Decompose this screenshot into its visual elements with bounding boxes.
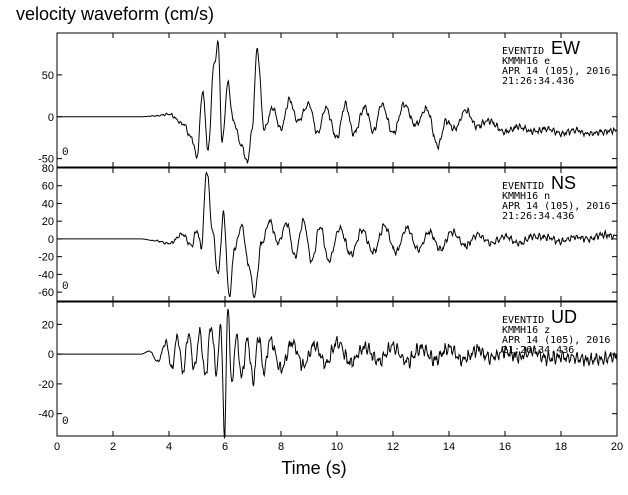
x-tick-label: 4 — [166, 441, 172, 453]
event-info-line: 21:26:34.436 — [502, 345, 574, 356]
y-tick-label: -20 — [38, 252, 54, 264]
y-tick-label: -20 — [38, 379, 54, 391]
event-info-line: 21:26:34.436 — [502, 76, 574, 87]
x-tick-label: 10 — [331, 441, 343, 453]
y-tick-label: -50 — [38, 154, 54, 166]
event-info-line: KMMH16 z — [502, 325, 550, 336]
y-tick-label: -40 — [38, 409, 54, 421]
y-tick-label: 50 — [42, 70, 54, 82]
y-tick-label: 0 — [48, 234, 54, 246]
event-info-line: APR 14 (105), 2016 — [502, 201, 610, 212]
x-tick-label: 12 — [387, 441, 399, 453]
y-tick-label: 20 — [42, 216, 54, 228]
chart-title: velocity waveform (cm/s) — [16, 4, 215, 24]
event-info-line: 21:26:34.436 — [502, 211, 574, 222]
waveform-ew — [57, 39, 618, 164]
zero-marker: 0 — [62, 147, 69, 159]
y-tick-label: 40 — [42, 198, 54, 210]
x-axis-label: Time (s) — [281, 458, 347, 478]
event-info-line: KMMH16 n — [502, 191, 550, 202]
x-tick-label: 8 — [278, 441, 284, 453]
y-tick-label: 60 — [42, 181, 54, 193]
y-tick-label: -40 — [38, 269, 54, 281]
x-tick-label: 20 — [611, 441, 623, 453]
waveform-ns — [57, 171, 618, 299]
event-info-line: EVENTID — [502, 46, 544, 57]
x-tick-label: 2 — [110, 441, 116, 453]
event-info-line: EVENTID — [502, 181, 544, 192]
event-info-line: KMMH16 e — [502, 56, 550, 67]
y-tick-label: 80 — [42, 163, 54, 175]
y-tick-label: 0 — [48, 349, 54, 361]
waveform-ud — [57, 308, 618, 439]
x-tick-label: 6 — [222, 441, 228, 453]
component-label-ns: NS — [551, 173, 576, 193]
event-info-line: EVENTID — [502, 315, 544, 326]
event-info-line: APR 14 (105), 2016 — [502, 335, 610, 346]
x-tick-label: 14 — [443, 441, 455, 453]
x-tick-label: 18 — [555, 441, 567, 453]
y-tick-label: 20 — [42, 319, 54, 331]
y-tick-label: 0 — [48, 112, 54, 124]
zero-marker: 0 — [62, 416, 69, 428]
zero-marker: 0 — [62, 281, 69, 293]
component-label-ud: UD — [551, 307, 577, 327]
x-tick-label: 16 — [499, 441, 511, 453]
component-label-ew: EW — [551, 38, 580, 58]
event-info-line: APR 14 (105), 2016 — [502, 66, 610, 77]
x-tick-label: 0 — [54, 441, 60, 453]
y-tick-label: -60 — [38, 287, 54, 299]
